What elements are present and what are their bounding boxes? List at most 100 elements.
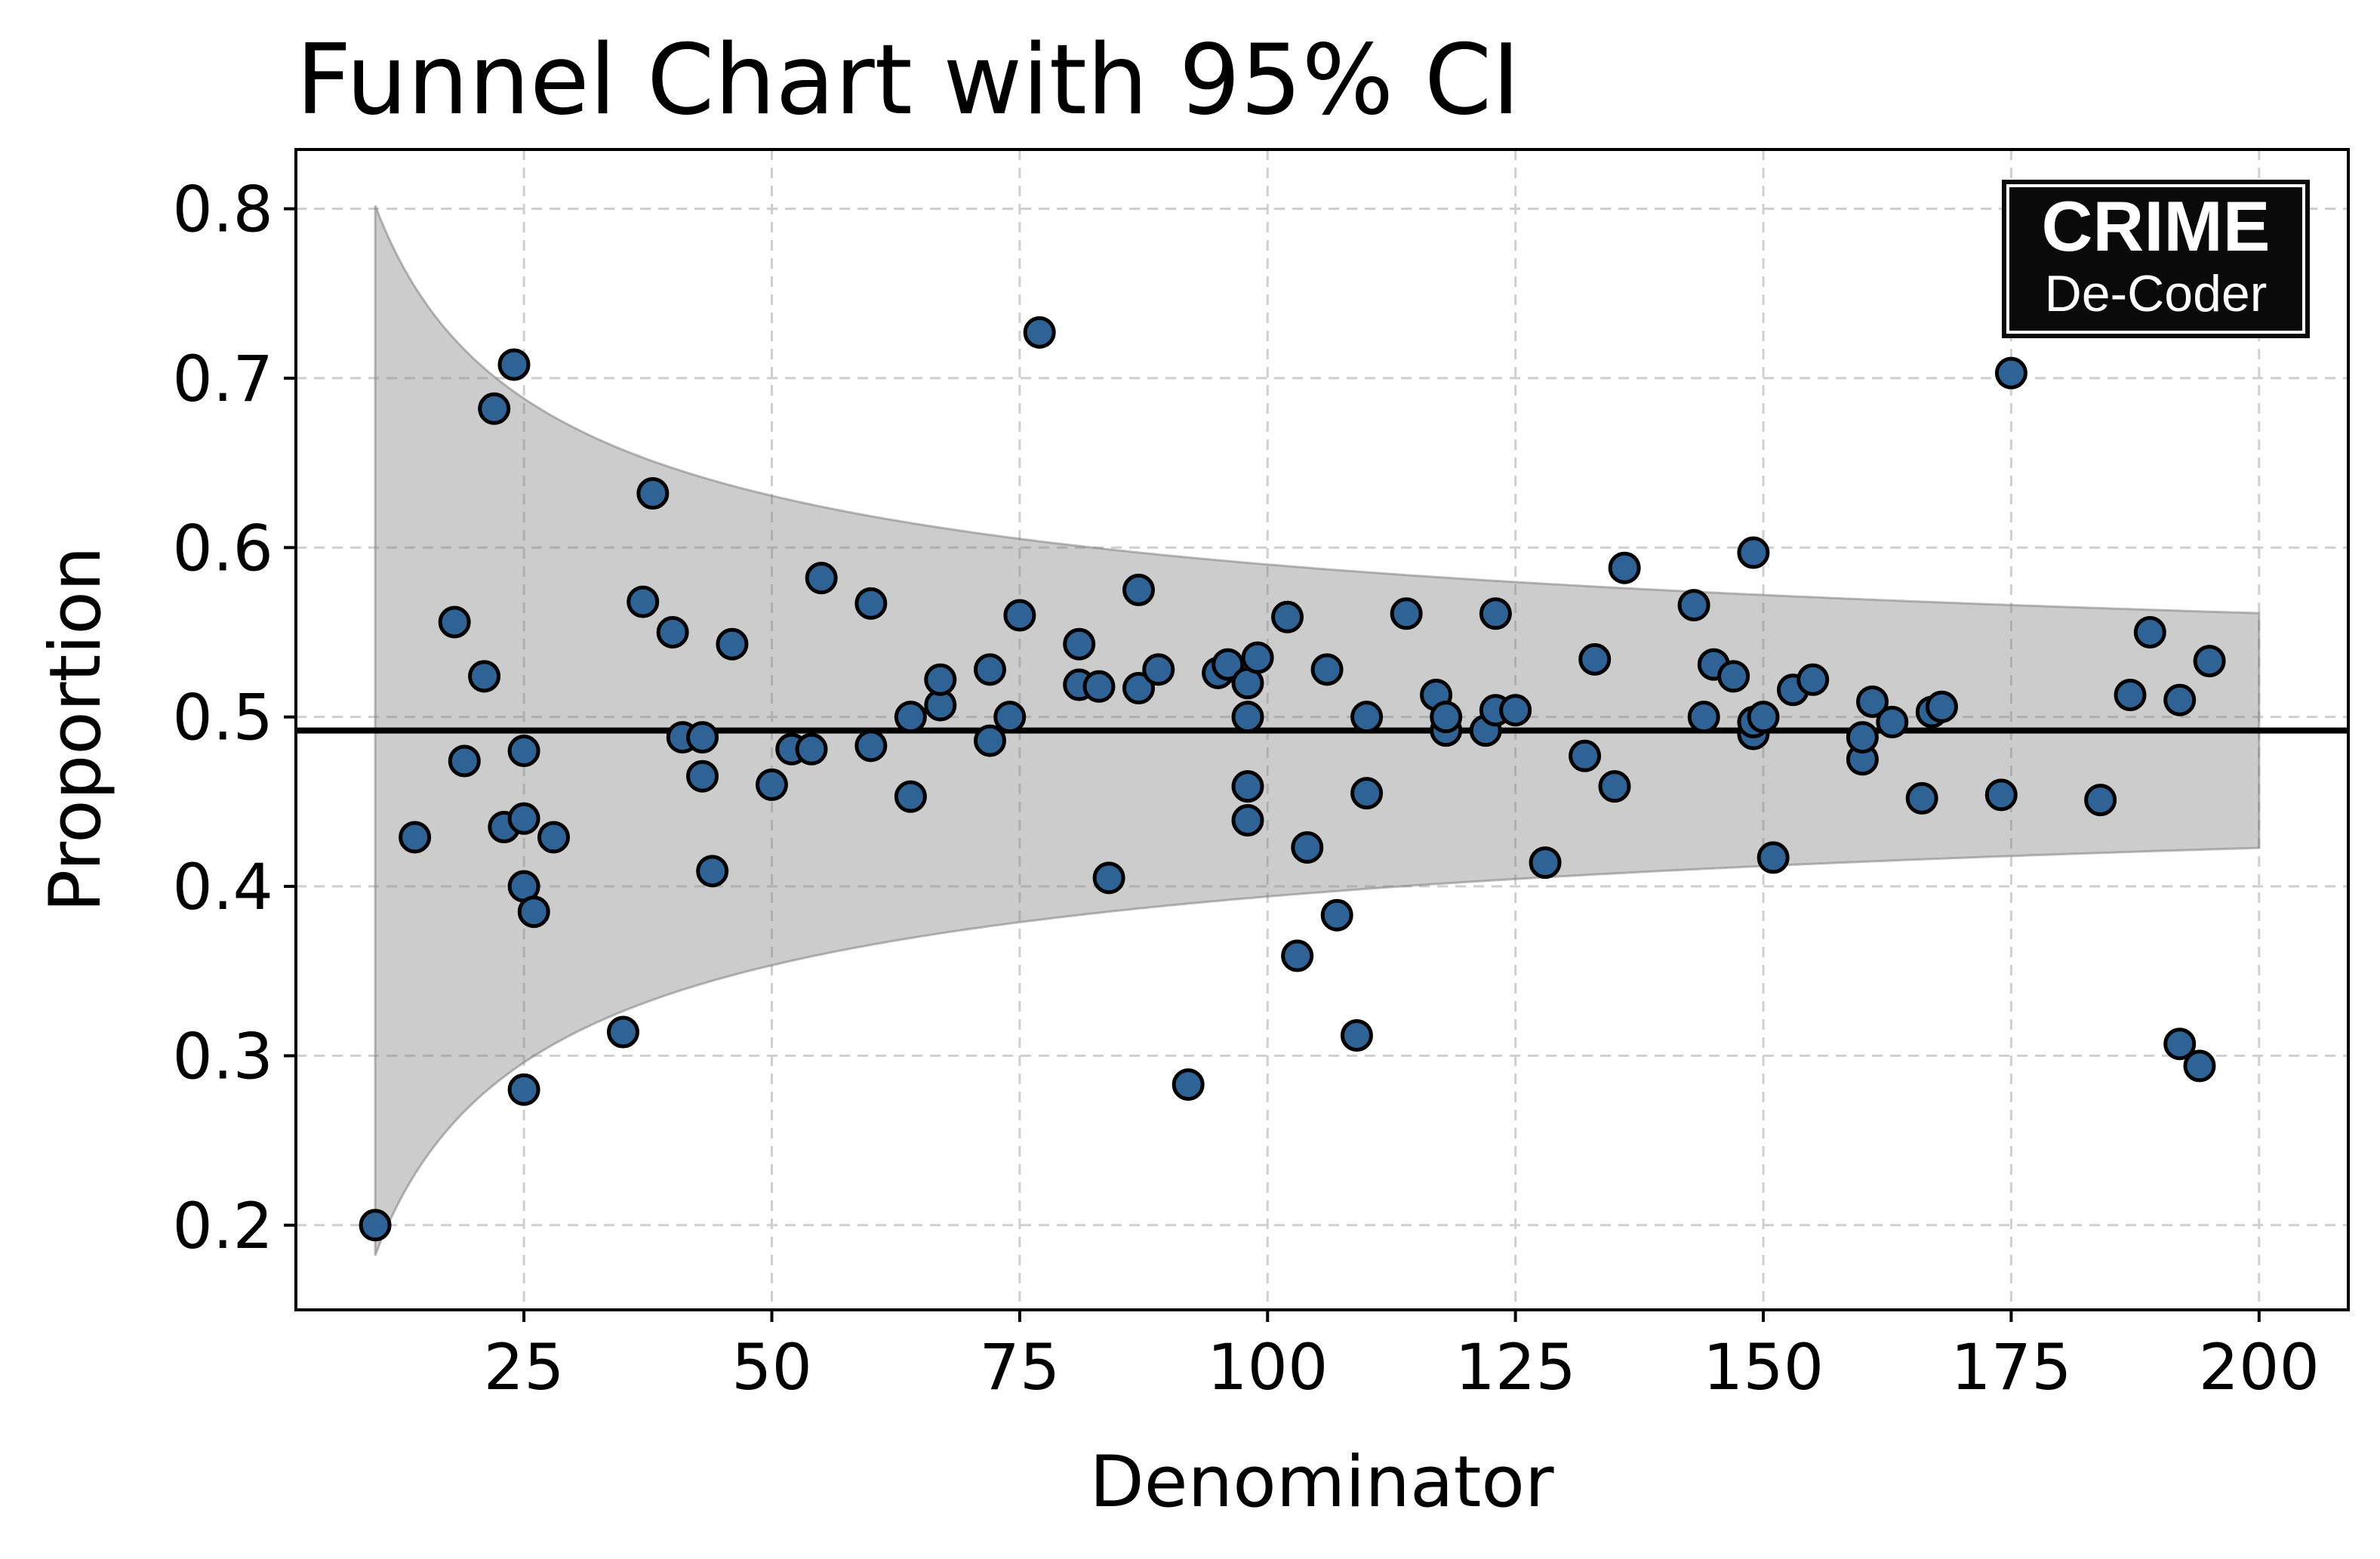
data-point bbox=[686, 721, 719, 754]
y-tick-label: 0.7 bbox=[172, 342, 273, 416]
data-point bbox=[696, 855, 729, 888]
data-point bbox=[1003, 599, 1036, 632]
y-tick-label: 0.4 bbox=[172, 850, 273, 924]
data-point bbox=[894, 701, 927, 734]
y-tick-label: 0.3 bbox=[172, 1019, 273, 1093]
x-axis-label: Denominator bbox=[1089, 1441, 1554, 1524]
data-point bbox=[1430, 701, 1463, 734]
data-point bbox=[1390, 597, 1423, 630]
data-point bbox=[1717, 660, 1750, 693]
x-tick-label: 25 bbox=[484, 1330, 565, 1404]
y-axis-ticks: 0.2 0.3 0.4 0.5 0.6 0.7 0.8 bbox=[172, 173, 296, 1263]
logo-background bbox=[2002, 180, 2310, 338]
logo-border bbox=[2006, 184, 2305, 334]
data-point bbox=[507, 735, 540, 768]
data-point bbox=[1687, 701, 1720, 734]
data-point bbox=[805, 562, 838, 595]
data-points bbox=[359, 316, 2226, 1242]
data-point bbox=[1984, 778, 2018, 812]
plot-frame bbox=[294, 148, 2350, 1311]
data-point bbox=[2193, 645, 2226, 678]
data-point bbox=[1063, 627, 1096, 661]
data-point bbox=[1320, 898, 1353, 932]
x-axis-ticks: 25 50 75 100 125 150 175 200 bbox=[484, 1310, 2320, 1404]
data-point bbox=[1569, 739, 1602, 772]
data-point bbox=[359, 1209, 392, 1242]
data-point bbox=[716, 627, 749, 661]
data-point bbox=[1122, 573, 1155, 606]
data-point bbox=[1846, 721, 1879, 754]
data-point bbox=[854, 729, 888, 763]
data-point bbox=[1856, 685, 1889, 718]
data-point bbox=[1994, 356, 2027, 390]
data-point bbox=[1122, 672, 1155, 705]
data-point bbox=[1291, 830, 1324, 864]
crime-decoder-logo: CRIME De-Coder bbox=[2002, 180, 2310, 338]
data-point bbox=[1598, 770, 1631, 803]
data-point bbox=[2084, 784, 2117, 817]
data-point bbox=[2133, 615, 2166, 649]
data-point bbox=[448, 744, 481, 778]
data-point bbox=[1023, 316, 1056, 349]
logo-line2: De-Coder bbox=[2045, 265, 2268, 322]
y-tick-label: 0.5 bbox=[172, 681, 273, 755]
y-tick-label: 0.2 bbox=[172, 1189, 273, 1263]
y-tick-label: 0.8 bbox=[172, 173, 273, 247]
data-point bbox=[894, 780, 927, 813]
data-point bbox=[973, 653, 1006, 686]
data-point bbox=[1905, 781, 1938, 815]
data-point bbox=[1082, 670, 1116, 703]
data-point bbox=[2163, 1028, 2197, 1061]
chart-title: Funnel Chart with 95% CI bbox=[296, 24, 1520, 137]
data-point bbox=[1479, 597, 1512, 630]
logo-line1: CRIME bbox=[2042, 186, 2271, 266]
data-point bbox=[2163, 683, 2197, 716]
data-point bbox=[399, 821, 432, 854]
data-point bbox=[1608, 551, 1641, 584]
data-point bbox=[1747, 701, 1780, 734]
data-point bbox=[606, 1015, 639, 1049]
data-point bbox=[1578, 642, 1612, 676]
data-point bbox=[1212, 648, 1245, 681]
data-point bbox=[1340, 1019, 1373, 1052]
data-point bbox=[1310, 653, 1344, 686]
data-point bbox=[1797, 663, 1830, 696]
data-point bbox=[973, 724, 1006, 757]
x-tick-label: 100 bbox=[1207, 1330, 1328, 1404]
data-point bbox=[1142, 653, 1175, 686]
data-point bbox=[1231, 770, 1264, 803]
data-point bbox=[1231, 701, 1264, 734]
data-point bbox=[1350, 777, 1384, 810]
data-point bbox=[1231, 804, 1264, 837]
data-point bbox=[1172, 1068, 1205, 1101]
data-point bbox=[1677, 589, 1710, 622]
data-point bbox=[1925, 690, 1958, 723]
y-axis-label: Proportion bbox=[35, 546, 117, 912]
x-tick-label: 150 bbox=[1703, 1330, 1824, 1404]
x-tick-label: 50 bbox=[731, 1330, 812, 1404]
data-point bbox=[1499, 694, 1532, 727]
data-point bbox=[507, 802, 540, 835]
data-point bbox=[993, 701, 1027, 734]
data-point bbox=[1350, 701, 1384, 734]
x-tick-label: 175 bbox=[1950, 1330, 2071, 1404]
data-point bbox=[438, 605, 471, 639]
data-point bbox=[1241, 641, 1274, 674]
data-point bbox=[497, 348, 531, 381]
data-point bbox=[636, 476, 670, 510]
data-point bbox=[656, 615, 689, 649]
data-point bbox=[627, 585, 660, 618]
data-point bbox=[1529, 846, 1562, 880]
y-tick-label: 0.6 bbox=[172, 511, 273, 585]
data-point bbox=[2114, 679, 2147, 712]
data-point bbox=[2183, 1049, 2216, 1083]
data-point bbox=[1271, 600, 1304, 633]
data-point bbox=[795, 732, 828, 766]
data-point bbox=[1757, 841, 1790, 874]
data-point bbox=[755, 768, 788, 801]
x-tick-label: 125 bbox=[1455, 1330, 1575, 1404]
data-point bbox=[468, 660, 501, 693]
x-tick-label: 200 bbox=[2199, 1330, 2320, 1404]
data-point bbox=[1281, 939, 1314, 972]
